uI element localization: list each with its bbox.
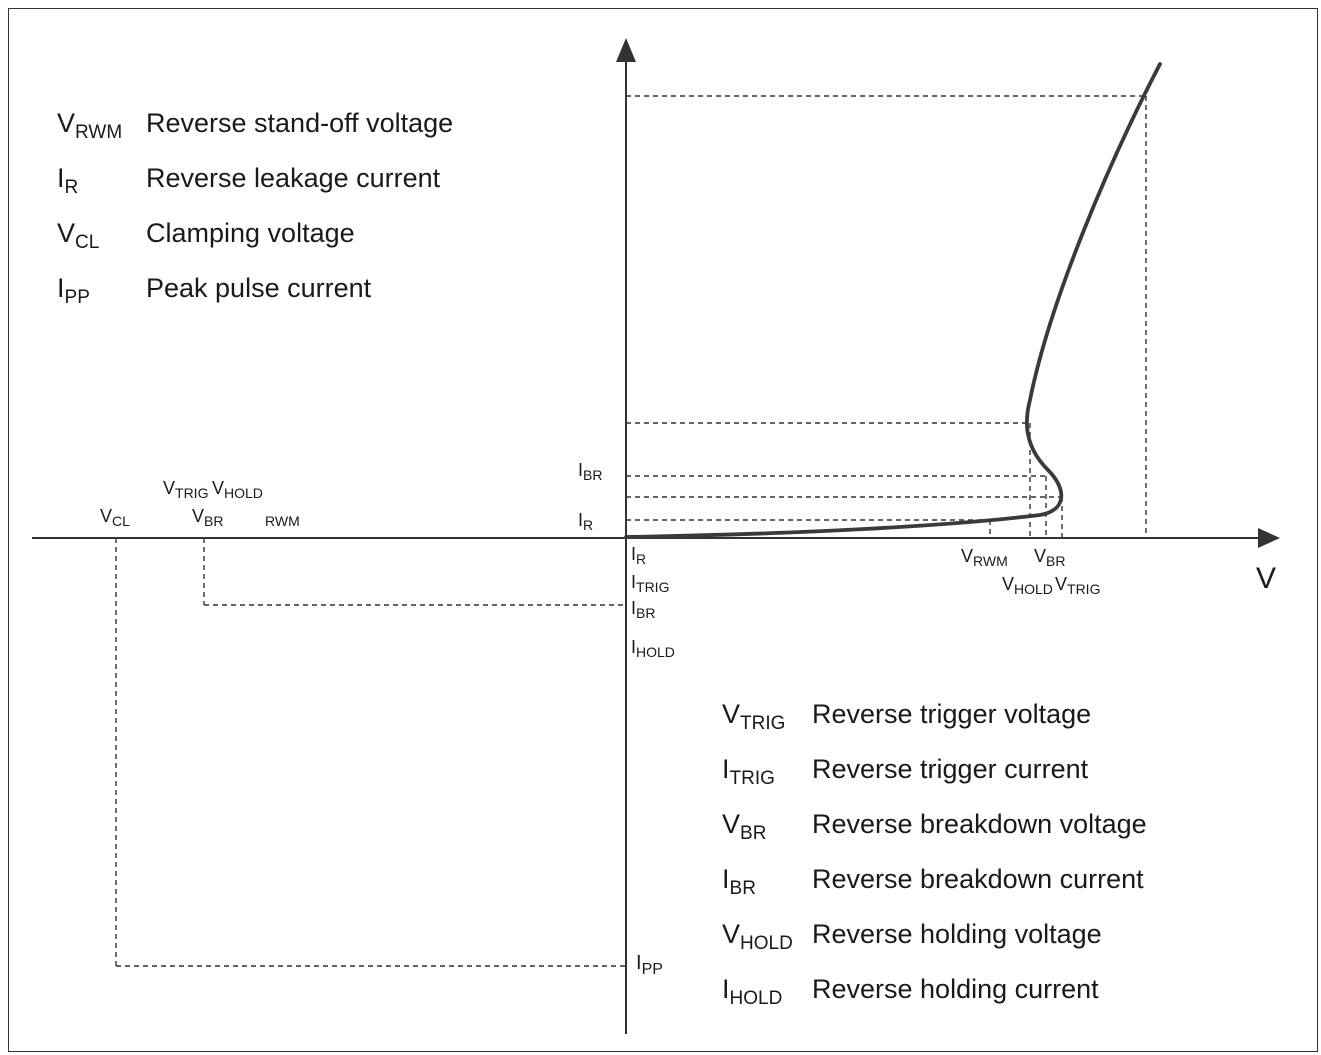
label-vtrig-pos: VTRIG (1055, 574, 1100, 597)
legend-bottom-text: Reverse trigger current (812, 754, 1089, 784)
legend-bottom-symbol: IBR (722, 864, 756, 899)
legend-bottom-symbol: VBR (722, 809, 766, 844)
legend-bottom-text: Reverse breakdown voltage (812, 809, 1147, 839)
legend-top-symbol: VCL (57, 218, 99, 253)
x-axis-label: V (1256, 562, 1276, 595)
legend-top-text: Reverse stand-off voltage (146, 108, 453, 138)
x-axis-arrow (1258, 528, 1280, 548)
iv-curve (624, 62, 1162, 539)
legend-top: VRWM Reverse stand-off voltage IR Revers… (57, 108, 453, 308)
legend-bottom: VTRIG Reverse trigger voltage ITRIG Reve… (722, 699, 1147, 1009)
label-vcl-neg: VCL (100, 506, 130, 529)
label-rwm-neg: RWM (265, 513, 300, 529)
legend-bottom-text: Reverse trigger voltage (812, 699, 1091, 729)
legend-top-symbol: IPP (57, 273, 90, 308)
label-vtrig-neg: VTRIG (163, 478, 208, 501)
legend-bottom-text: Reverse holding voltage (812, 919, 1102, 949)
y-axis-arrow (616, 38, 636, 62)
diagram-frame (8, 8, 1318, 1052)
label-ihold-neg: IHOLD (631, 637, 675, 660)
legend-top-text: Clamping voltage (146, 218, 355, 248)
legend-bottom-symbol: IHOLD (722, 974, 782, 1009)
legend-bottom-symbol: VTRIG (722, 699, 785, 734)
legend-bottom-symbol: VHOLD (722, 919, 793, 954)
label-itrig-neg: ITRIG (631, 572, 669, 595)
label-vbr-neg: VBR (192, 506, 223, 529)
positive-guides (626, 95, 1147, 538)
legend-top-symbol: IR (57, 163, 78, 198)
label-ibr-neg: IBR (631, 598, 655, 621)
label-ibr-pos: IBR (578, 460, 602, 483)
label-vhold-neg: VHOLD (212, 478, 263, 501)
label-ipp-neg: IPP (636, 952, 663, 978)
label-vbr-pos: VBR (1034, 546, 1065, 569)
negative-guides (115, 538, 626, 967)
legend-top-text: Peak pulse current (146, 273, 372, 303)
legend-top-text: Reverse leakage current (146, 163, 441, 193)
legend-top-symbol: VRWM (57, 108, 122, 143)
label-ir-neg: IR (631, 544, 646, 567)
label-ir-pos: IR (578, 510, 593, 533)
label-vrwm-pos: VRWM (961, 546, 1008, 569)
legend-bottom-text: Reverse breakdown current (812, 864, 1144, 894)
legend-bottom-text: Reverse holding current (812, 974, 1099, 1004)
label-vhold-pos: VHOLD (1002, 574, 1053, 597)
legend-bottom-symbol: ITRIG (722, 754, 775, 789)
